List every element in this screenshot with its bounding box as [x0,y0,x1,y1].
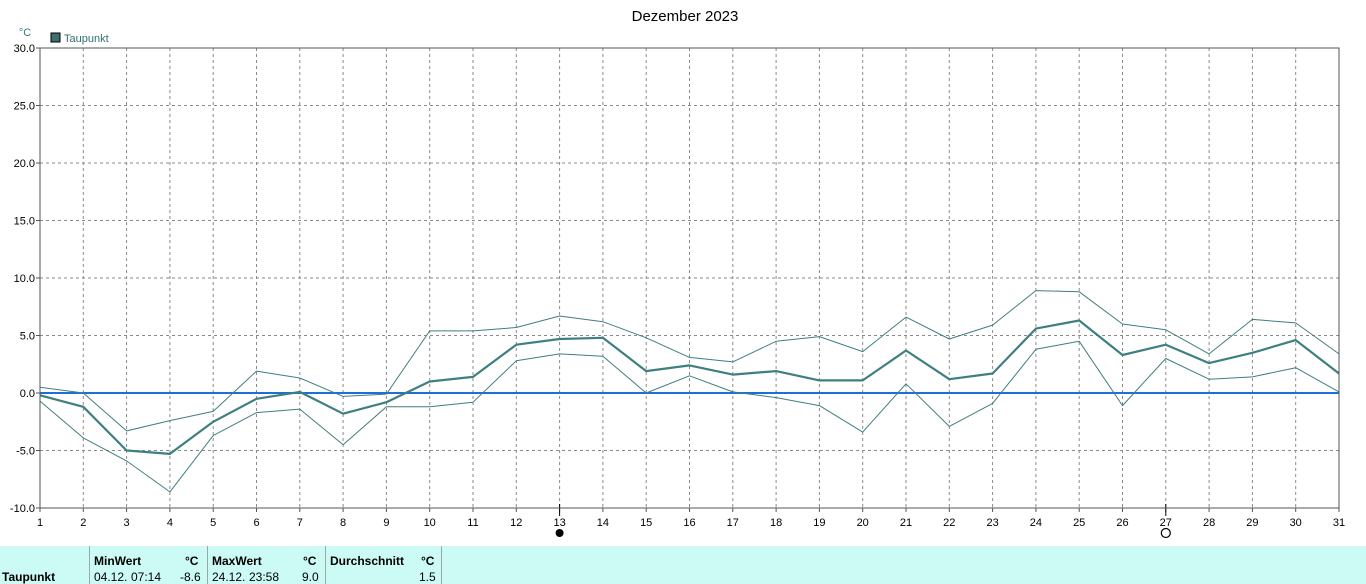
series-lines [39,290,1340,493]
footer-row-label: Taupunkt [2,570,56,584]
x-tick-label: 27 [1160,517,1172,529]
y-tick-label: 5.0 [20,331,35,343]
min-header: MinWert [94,554,142,568]
footer-divider [89,546,90,584]
series-line-taupunkt [39,319,1340,455]
x-tick-label: 18 [770,517,782,529]
series-line-max [39,290,1340,432]
y-tick-label: 15.0 [14,216,35,228]
x-tick-label: 9 [383,517,389,529]
y-tick-label: 10.0 [14,273,35,285]
x-axis: 1 2 3 4 5 6 7 8 9 10 11 12 13 14 15 16 17 18 19 20 21 22 23 24 2… [37,508,1345,529]
avg-unit: °C [421,554,435,568]
x-tick-label: 31 [1333,517,1345,529]
x-tick-label: 25 [1073,517,1085,529]
y-tick-label: 20.0 [14,158,35,170]
avg-value: 1.5 [419,570,436,584]
max-date: 24.12. [212,570,246,584]
x-tick-label: 15 [640,517,652,529]
x-tick-label: 10 [424,517,436,529]
x-tick-label: 7 [297,517,303,529]
min-value: -8.6 [180,570,201,584]
x-tick-label: 20 [857,517,869,529]
series-line-min [39,340,1340,493]
x-tick-label: 28 [1203,517,1215,529]
x-tick-label: 19 [813,517,825,529]
x-tick-label: 30 [1290,517,1302,529]
y-axis: -10.0 -5.0 0.0 5.0 10.0 15.0 20.0 25.0 30.0 [10,43,40,515]
chart-title: Dezember 2023 [632,8,739,25]
x-tick-label: 14 [597,517,609,529]
x-tick-label: 21 [900,517,912,529]
max-time: 23:58 [249,570,280,584]
max-header: MaxWert [212,554,262,568]
x-tick-label: 29 [1246,517,1258,529]
x-tick-label: 17 [727,517,739,529]
footer-divider [441,546,442,584]
statistics-footer: Taupunkt MinWert °C 04.12. 07:14 -8.6 Ma… [0,546,1366,584]
x-tick-label: 26 [1116,517,1128,529]
avg-header: Durchschnitt [330,554,405,568]
x-tick-label: 23 [986,517,998,529]
min-date: 04.12. [94,570,128,584]
footer-divider [207,546,208,584]
x-tick-label: 16 [683,517,695,529]
x-tick-label: 3 [124,517,130,529]
y-axis-unit: °C [19,27,31,39]
x-tick-label: 4 [167,517,173,529]
max-unit: °C [303,554,317,568]
x-tick-label: 22 [943,517,955,529]
grid [39,47,1340,509]
full-moon-marker [1160,527,1171,539]
y-tick-label: -10.0 [10,503,35,515]
y-tick-label: -5.0 [16,446,35,458]
dewpoint-chart: Dezember 2023 °C Taupunkt -10.0 -5.0 0.0 5.… [10,8,1345,539]
legend-label: Taupunkt [64,33,109,45]
min-unit: °C [185,554,199,568]
plot-frame [39,47,1340,509]
x-tick-label: 5 [210,517,216,529]
x-tick-label: 12 [510,517,522,529]
x-tick-label: 1 [37,517,43,529]
x-tick-label: 13 [553,517,565,529]
x-tick-label: 11 [467,517,478,529]
new-moon-marker [555,529,564,537]
y-tick-label: 30.0 [14,43,35,55]
y-tick-label: 0.0 [20,388,35,400]
y-tick-label: 25.0 [14,101,35,113]
x-tick-label: 6 [253,517,259,529]
min-time: 07:14 [131,570,162,584]
x-tick-label: 2 [80,517,86,529]
footer-divider [325,546,326,584]
legend-swatch [50,32,61,43]
max-value: 9.0 [302,570,319,584]
x-tick-label: 24 [1030,517,1042,529]
x-tick-label: 8 [340,517,346,529]
moon-phases [555,504,1171,539]
